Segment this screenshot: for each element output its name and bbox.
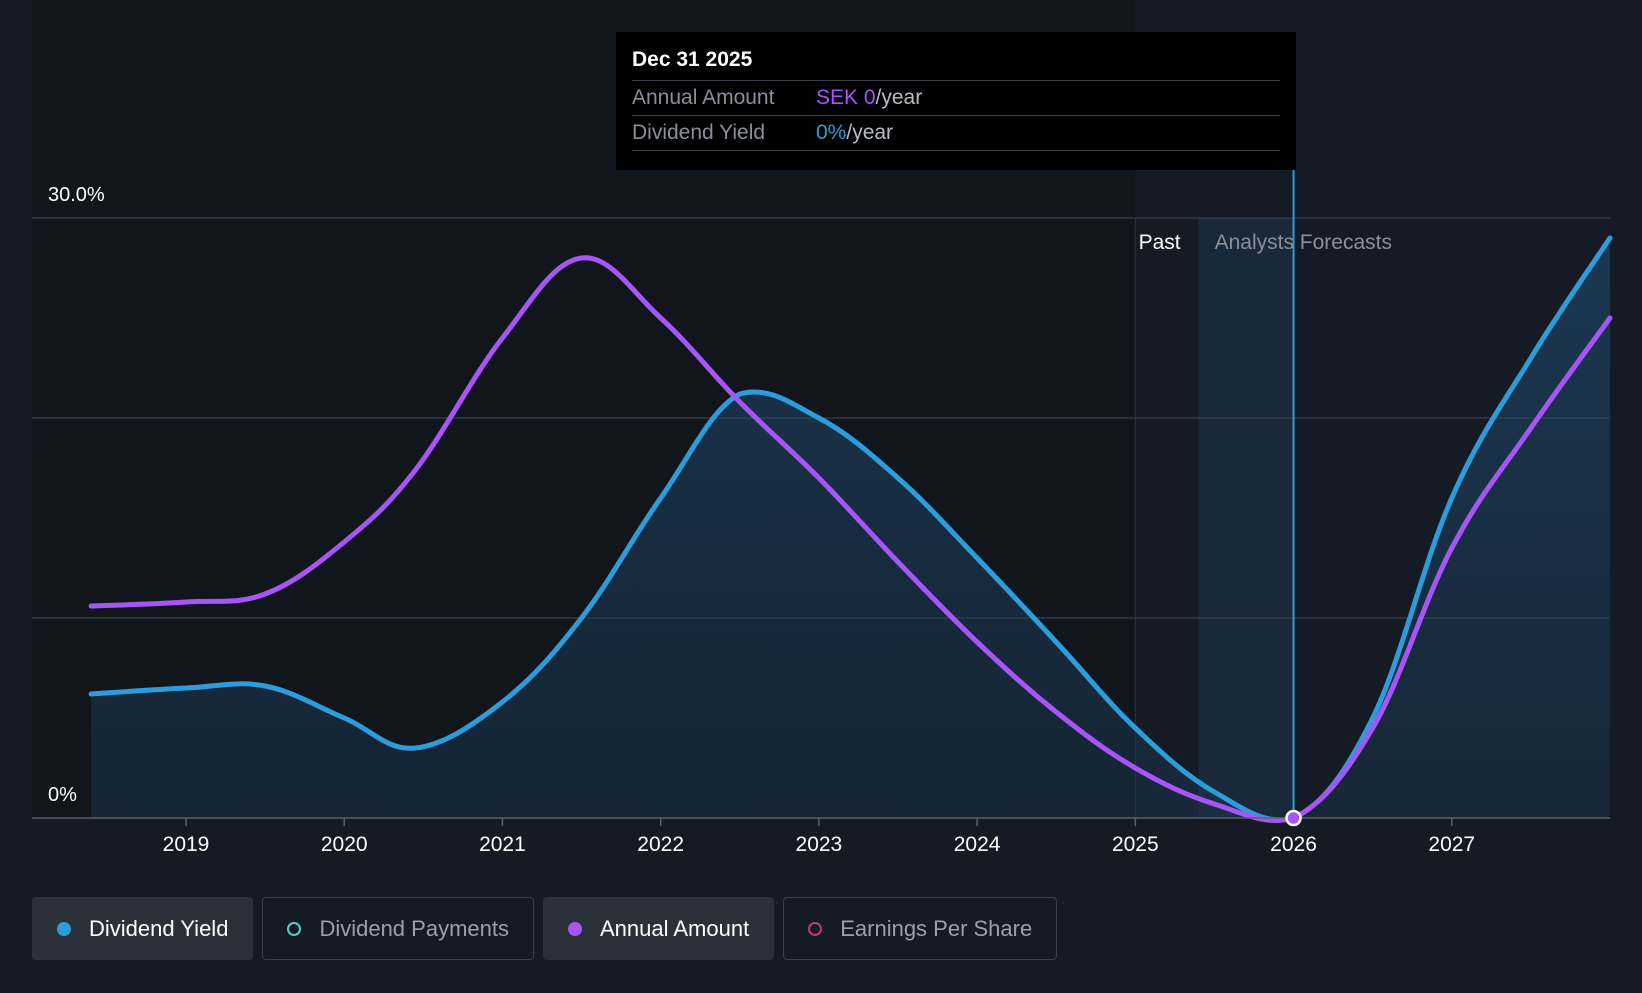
chart-tooltip: Dec 31 2025 Annual Amount SEK 0/year Div…: [616, 32, 1296, 170]
selected-point-marker: [1285, 809, 1302, 827]
x-tick-label: 2024: [954, 833, 1001, 856]
tooltip-annual-amount-label: Annual Amount: [632, 86, 775, 109]
x-tick-label: 2021: [479, 833, 526, 856]
tooltip-dividend-yield-value: 0%: [816, 121, 847, 144]
tooltip-date: Dec 31 2025: [632, 48, 753, 71]
y-tick-label: 30.0%: [48, 184, 105, 206]
legend-dividend-yield-label: Dividend Yield: [89, 915, 229, 941]
dividend-payments-ring-icon: [287, 921, 302, 936]
tooltip-dividend-yield-unit: /year: [846, 121, 894, 144]
earnings-per-share-ring-icon: [808, 921, 823, 936]
series-line-dividend-yield: [88, 235, 1613, 823]
legend-dividend-payments-button[interactable]: Dividend Payments: [262, 897, 534, 960]
tooltip-row-dividend-yield: Dividend Yield 0%/year: [632, 115, 1280, 151]
x-tick-label: 2026: [1270, 833, 1317, 856]
series-line-annual-amount: [88, 255, 1613, 823]
forecast-band: [1198, 218, 1294, 818]
chart-legend: Dividend Yield Dividend Payments Annual …: [32, 897, 1058, 960]
legend-earnings-per-share-button[interactable]: Earnings Per Share: [783, 897, 1058, 960]
legend-dividend-yield-button[interactable]: Dividend Yield: [32, 897, 254, 960]
tooltip-annual-amount-unit: /year: [875, 86, 923, 109]
legend-earnings-per-share-label: Earnings Per Share: [840, 915, 1033, 941]
x-tick-label: 2022: [637, 833, 684, 856]
tooltip-dividend-yield-label: Dividend Yield: [632, 121, 766, 144]
axes: 2019 2020 2021 2022 2023 2024 2025 2026 2027 30.0…: [32, 184, 1610, 856]
x-tick-label: 2025: [1112, 833, 1159, 856]
y-tick-label: 0%: [48, 784, 77, 806]
x-tick-label: 2019: [163, 833, 210, 856]
x-tick-label: 2020: [321, 833, 368, 856]
tooltip-row-annual-amount: Annual Amount SEK 0/year: [632, 80, 1280, 115]
tooltip-annual-amount-value: SEK 0: [816, 86, 876, 109]
yield-area: [91, 238, 1611, 820]
dividend-yield-dot-icon: [57, 921, 71, 936]
x-tick-label: 2023: [796, 833, 843, 856]
dividend-yield-area: [91, 238, 1611, 820]
series-lines: [88, 235, 1613, 823]
past-label: Past: [1139, 231, 1181, 254]
legend-dividend-payments-label: Dividend Payments: [319, 915, 509, 941]
annual-amount-dot-icon: [567, 921, 582, 936]
forecast-label: Analysts Forecasts: [1215, 231, 1392, 254]
legend-annual-amount-button[interactable]: Annual Amount: [542, 897, 775, 960]
x-tick-label: 2027: [1428, 833, 1475, 856]
legend-annual-amount-label: Annual Amount: [599, 915, 750, 941]
